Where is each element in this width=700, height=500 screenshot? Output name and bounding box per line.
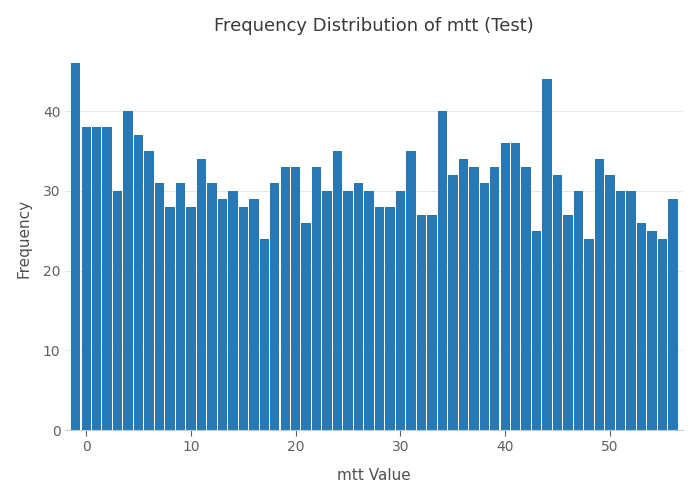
Bar bbox=[542, 79, 552, 430]
Bar bbox=[176, 183, 186, 430]
Bar bbox=[364, 191, 374, 430]
Bar bbox=[228, 191, 237, 430]
Bar bbox=[344, 191, 353, 430]
Bar bbox=[480, 183, 489, 430]
X-axis label: mtt Value: mtt Value bbox=[337, 468, 411, 483]
Bar bbox=[606, 175, 615, 430]
Bar bbox=[186, 207, 196, 430]
Bar bbox=[511, 143, 520, 430]
Bar bbox=[323, 191, 332, 430]
Bar bbox=[81, 127, 91, 430]
Bar bbox=[395, 191, 405, 430]
Bar bbox=[374, 207, 384, 430]
Bar bbox=[144, 151, 154, 430]
Bar bbox=[270, 183, 279, 430]
Bar bbox=[218, 199, 227, 430]
Bar bbox=[658, 238, 667, 430]
Bar bbox=[249, 199, 258, 430]
Bar bbox=[260, 238, 269, 430]
Bar bbox=[291, 167, 300, 430]
Bar bbox=[616, 191, 625, 430]
Bar bbox=[427, 215, 437, 430]
Bar bbox=[239, 207, 248, 430]
Bar bbox=[574, 191, 583, 430]
Bar bbox=[207, 183, 216, 430]
Bar bbox=[458, 159, 468, 430]
Bar bbox=[532, 230, 541, 430]
Bar bbox=[71, 64, 80, 430]
Y-axis label: Frequency: Frequency bbox=[17, 199, 32, 278]
Bar bbox=[438, 111, 447, 430]
Bar bbox=[626, 191, 636, 430]
Bar bbox=[553, 175, 562, 430]
Bar bbox=[648, 230, 657, 430]
Bar bbox=[312, 167, 321, 430]
Bar bbox=[668, 199, 678, 430]
Bar bbox=[302, 222, 311, 430]
Bar bbox=[490, 167, 500, 430]
Bar bbox=[522, 167, 531, 430]
Bar bbox=[197, 159, 206, 430]
Bar bbox=[595, 159, 604, 430]
Bar bbox=[584, 238, 594, 430]
Bar bbox=[113, 191, 122, 430]
Bar bbox=[354, 183, 363, 430]
Bar bbox=[448, 175, 458, 430]
Bar bbox=[165, 207, 175, 430]
Bar bbox=[637, 222, 646, 430]
Bar bbox=[406, 151, 416, 430]
Bar bbox=[102, 127, 112, 430]
Bar bbox=[500, 143, 510, 430]
Bar bbox=[385, 207, 395, 430]
Bar bbox=[92, 127, 102, 430]
Bar bbox=[281, 167, 290, 430]
Bar bbox=[416, 215, 426, 430]
Bar bbox=[564, 215, 573, 430]
Bar bbox=[469, 167, 479, 430]
Bar bbox=[333, 151, 342, 430]
Title: Frequency Distribution of mtt (Test): Frequency Distribution of mtt (Test) bbox=[214, 16, 534, 34]
Bar bbox=[134, 135, 143, 430]
Bar bbox=[123, 111, 133, 430]
Bar bbox=[155, 183, 164, 430]
